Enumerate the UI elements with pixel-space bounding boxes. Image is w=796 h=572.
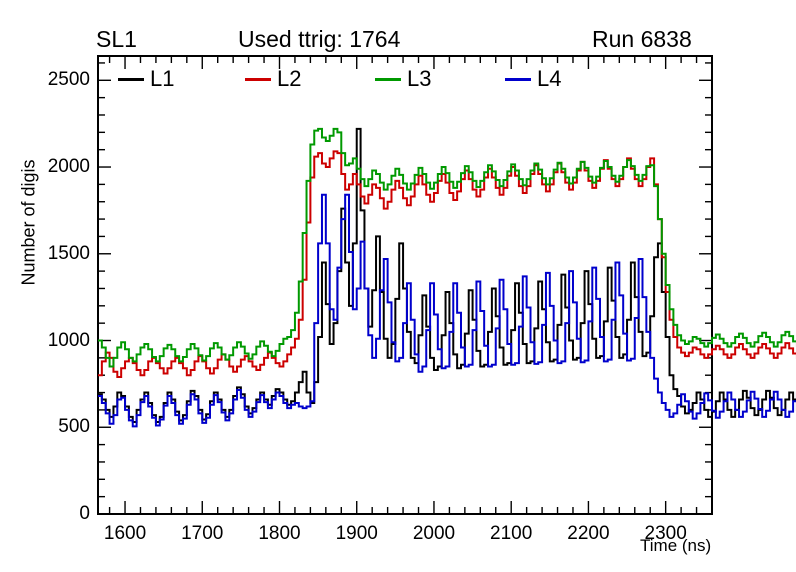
legend-label: L4 (537, 66, 562, 91)
ttrig-label: Used ttrig: 1764 (238, 26, 401, 52)
legend-item-l2[interactable]: L2 (245, 68, 301, 90)
x-tick-label: 2200 (567, 523, 610, 544)
x-tick-label: 2000 (412, 523, 456, 544)
legend-label: L2 (277, 66, 302, 91)
y-tick-label: 2500 (47, 69, 90, 91)
x-tick-label: 2100 (490, 523, 533, 544)
plot-frame (97, 55, 713, 515)
legend-item-l4[interactable]: L4 (505, 68, 561, 90)
legend-swatch-l1-icon (118, 77, 144, 81)
y-tick-label: 2000 (47, 156, 90, 178)
x-tick-label: 1700 (181, 523, 224, 544)
x-tick-label: 1600 (103, 523, 147, 544)
axis-ticks (98, 56, 713, 515)
y-tick-label: 500 (58, 416, 90, 438)
superlayer-label: SL1 (96, 26, 137, 52)
legend-swatch-l4-icon (505, 77, 531, 81)
legend-item-l1[interactable]: L1 (118, 68, 174, 90)
y-tick-label: 1500 (47, 242, 90, 264)
legend-label: L1 (150, 66, 175, 91)
series-line-l1 (98, 127, 796, 424)
series-line-l3 (98, 127, 796, 368)
data-series (98, 127, 796, 428)
legend-label: L3 (407, 66, 432, 91)
series-line-l2 (98, 150, 796, 378)
x-tick-label: 1800 (258, 523, 301, 544)
y-tick-label: 0 (79, 503, 90, 524)
x-tick-label: 1900 (335, 523, 378, 544)
legend-swatch-l2-icon (245, 77, 271, 81)
x-tick-label: 2300 (644, 523, 687, 544)
y-axis-title: Number of digis (18, 159, 39, 286)
run-label: Run 6838 (592, 26, 692, 52)
x-axis-title: Time (ns) (640, 536, 712, 555)
y-tick-label: 1000 (47, 329, 90, 351)
legend-item-l3[interactable]: L3 (375, 68, 431, 90)
series-line-l4 (98, 193, 796, 428)
legend-swatch-l3-icon (375, 77, 401, 81)
